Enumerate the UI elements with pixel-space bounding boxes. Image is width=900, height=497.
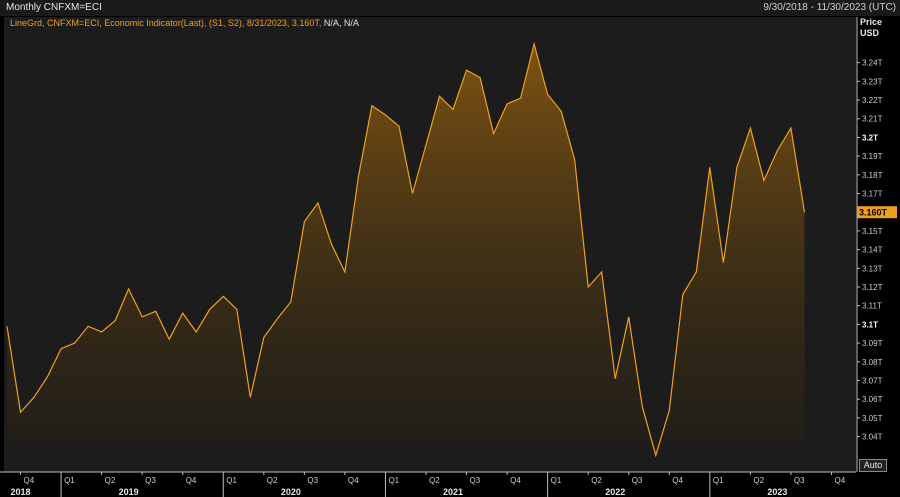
y-tick-label: 3.08T [862,358,883,367]
x-year-label: 2021 [443,487,463,497]
last-value-label: 3.160T [859,208,888,218]
x-year-label: 2022 [605,487,625,497]
x-tick-label: Q1 [388,476,399,485]
x-tick-label: Q2 [105,476,116,485]
x-tick-label: Q2 [591,476,602,485]
x-tick-label: Q1 [64,476,75,485]
y-tick-label: 3.13T [862,264,883,273]
x-tick-label: Q3 [632,476,643,485]
legend-text: LineGrd, CNFXM=ECI, Economic Indicator(L… [10,18,322,28]
y-tick-label: 3.17T [862,190,883,199]
y-tick-label: 3.09T [862,339,883,348]
x-year-label: 2020 [281,487,301,497]
series-line[interactable] [6,41,806,458]
x-tick-label: Q3 [307,476,318,485]
x-year-label: 2018 [11,487,31,497]
x-tick-label: Q2 [429,476,440,485]
y-tick-label: 3.19T [862,152,883,161]
y-tick-label: 3.1T [862,320,878,329]
x-tick-label: Q3 [145,476,156,485]
x-tick-label: Q2 [753,476,764,485]
x-tick-label: Q4 [834,476,845,485]
y-tick-label: 3.2T [862,133,878,142]
date-range: 9/30/2018 - 11/30/2023 (UTC) [763,2,896,13]
y-axis-title-price: Price [860,17,883,27]
x-tick-label: Q1 [713,476,724,485]
y-tick-label: 3.11T [862,302,882,311]
x-tick-label: Q4 [348,476,359,485]
chart-title: Monthly CNFXM=ECI [6,2,102,13]
y-tick-label: 3.07T [862,376,883,385]
y-tick-label: 3.15T [862,227,883,236]
x-tick-label: Q1 [551,476,562,485]
y-tick-label: 3.05T [862,414,883,423]
legend[interactable]: LineGrd, CNFXM=ECI, Economic Indicator(L… [10,18,359,28]
x-tick-label: Q3 [470,476,481,485]
legend-na: N/A, N/A [323,18,359,28]
y-tick-label: 3.18T [862,171,883,180]
title-bar: Monthly CNFXM=ECI 9/30/2018 - 11/30/2023… [0,0,900,16]
y-tick-label: 3.24T [862,59,883,68]
x-tick-label: Q3 [794,476,805,485]
x-tick-label: Q4 [24,476,35,485]
x-tick-label: Q4 [672,476,683,485]
y-tick-label: 3.04T [862,433,883,442]
y-tick-label: 3.12T [862,283,883,292]
x-year-label: 2023 [767,487,787,497]
y-tick-label: 3.14T [862,246,883,255]
x-tick-label: Q2 [267,476,278,485]
x-tick-label: Q1 [226,476,237,485]
last-value-tag [857,206,897,219]
y-axis-title-currency: USD [860,28,880,38]
y-tick-label: 3.06T [862,395,883,404]
x-tick-label: Q4 [510,476,521,485]
x-year-label: 2019 [119,487,139,497]
auto-scale-button[interactable]: Auto [859,459,887,472]
y-tick-label: 3.21T [862,115,883,124]
x-tick-label: Q4 [186,476,197,485]
series-area [7,44,805,456]
y-axis-title: Price USD [860,17,882,39]
y-tick-label: 3.22T [862,96,883,105]
y-tick-label: 3.23T [862,77,883,86]
